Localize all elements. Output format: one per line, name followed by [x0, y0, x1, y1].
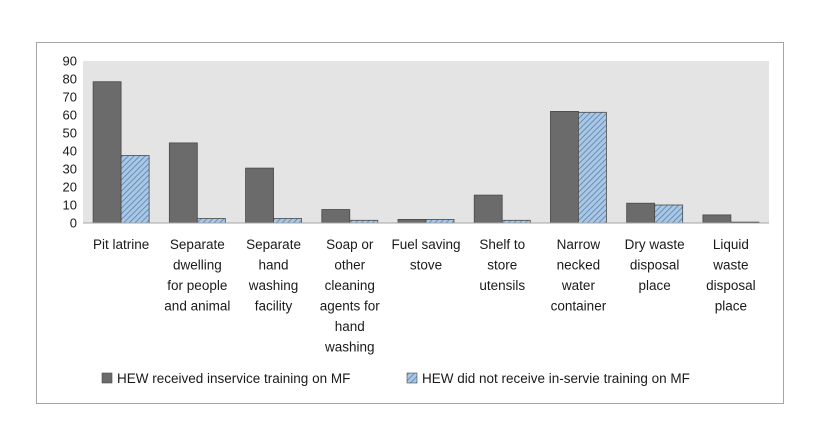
y-tick-label: 70 — [63, 90, 77, 105]
category-label: Liquid waste disposal place — [706, 237, 756, 314]
bar-no-training — [425, 218, 455, 224]
category-label: Soap or other cleaning agents for hand washin… — [320, 237, 381, 355]
category-label-line: Narrow — [557, 237, 601, 252]
bar-received-training — [245, 167, 274, 224]
bar-received-training — [550, 111, 579, 224]
category-label-line: Fuel saving — [391, 237, 460, 252]
category-label-line: Soap or — [326, 237, 374, 252]
category-label-line: disposal — [706, 278, 756, 293]
category-label-line: disposal — [630, 258, 680, 273]
y-tick-label: 10 — [63, 198, 77, 213]
bars — [92, 81, 760, 224]
bar-received-training — [397, 218, 427, 224]
category-label-line: place — [715, 299, 747, 314]
y-tick-label: 20 — [63, 180, 77, 195]
category-label-line: for people — [167, 278, 227, 293]
y-tick-label: 0 — [70, 216, 77, 231]
category-label-line: Pit latrine — [93, 237, 149, 252]
y-tick-label: 60 — [63, 108, 77, 123]
y-tick-label: 50 — [63, 126, 77, 141]
legend-label: HEW did not receive in-servie training o… — [422, 371, 690, 386]
category-label-line: and animal — [164, 299, 230, 314]
legend-label: HEW received inservice training on MF — [117, 371, 350, 386]
category-label-line: washing — [324, 340, 375, 355]
bar-received-training — [473, 194, 503, 224]
bar-received-training — [702, 214, 732, 224]
category-label: Shelf to store utensils — [479, 237, 525, 293]
category-label-line: dwelling — [173, 258, 222, 273]
bar-received-training — [321, 209, 351, 224]
category-label-line: Separate — [246, 237, 301, 252]
y-tick-label: 30 — [63, 162, 77, 177]
category-label-line: washing — [248, 278, 299, 293]
legend: HEW received inservice training on MF HEW… — [101, 371, 690, 386]
category-label-line: facility — [255, 299, 293, 314]
bar-received-training — [168, 142, 198, 224]
category-label: Fuel saving stove — [391, 237, 460, 273]
bar-no-training — [196, 218, 226, 224]
legend-swatch-no-training — [406, 372, 418, 384]
category-label-line: other — [334, 258, 365, 273]
y-tick-label: 40 — [63, 144, 77, 159]
y-axis: 0 10 20 30 40 50 60 70 80 90 — [63, 54, 77, 231]
bar-no-training — [120, 155, 150, 224]
category-label-line: container — [551, 299, 607, 314]
category-label-line: cleaning — [325, 278, 375, 293]
bar-received-training — [92, 81, 122, 224]
bar-no-training — [578, 111, 607, 224]
category-label-line: stove — [410, 258, 442, 273]
category-label-line: Liquid — [713, 237, 749, 252]
category-label: Narrow necked water container — [551, 237, 607, 314]
y-tick-label: 80 — [63, 72, 77, 87]
bar-received-training — [626, 202, 656, 224]
category-label-line: necked — [557, 258, 601, 273]
category-label: Separate dwelling for people and animal — [164, 237, 230, 314]
legend-swatch-received-training — [101, 372, 113, 384]
bar-no-training — [273, 218, 302, 224]
x-axis-labels: Pit latrine Separate dwelling for people and… — [93, 237, 756, 355]
chart-frame: 0 10 20 30 40 50 60 70 80 90 Pit latrine Separate d… — [36, 42, 784, 404]
category-label-line: Shelf to — [479, 237, 525, 252]
bar-chart: 0 10 20 30 40 50 60 70 80 90 Pit latrine Separate d… — [63, 54, 769, 386]
category-label-line: Separate — [170, 237, 225, 252]
category-label-line: Dry waste — [625, 237, 685, 252]
category-label-line: place — [639, 278, 671, 293]
category-label: Pit latrine — [93, 237, 149, 252]
category-label-line: agents for — [320, 299, 381, 314]
category-label-line: utensils — [479, 278, 525, 293]
y-tick-label: 90 — [63, 54, 77, 69]
category-label: Dry waste disposal place — [625, 237, 685, 293]
category-label-line: hand — [259, 258, 289, 273]
category-label-line: water — [561, 278, 596, 293]
category-label-line: hand — [335, 319, 365, 334]
bar-no-training — [654, 204, 684, 224]
category-label-line: store — [487, 258, 517, 273]
category-label: Separate hand washing facility — [246, 237, 301, 314]
category-label-line: waste — [712, 258, 748, 273]
